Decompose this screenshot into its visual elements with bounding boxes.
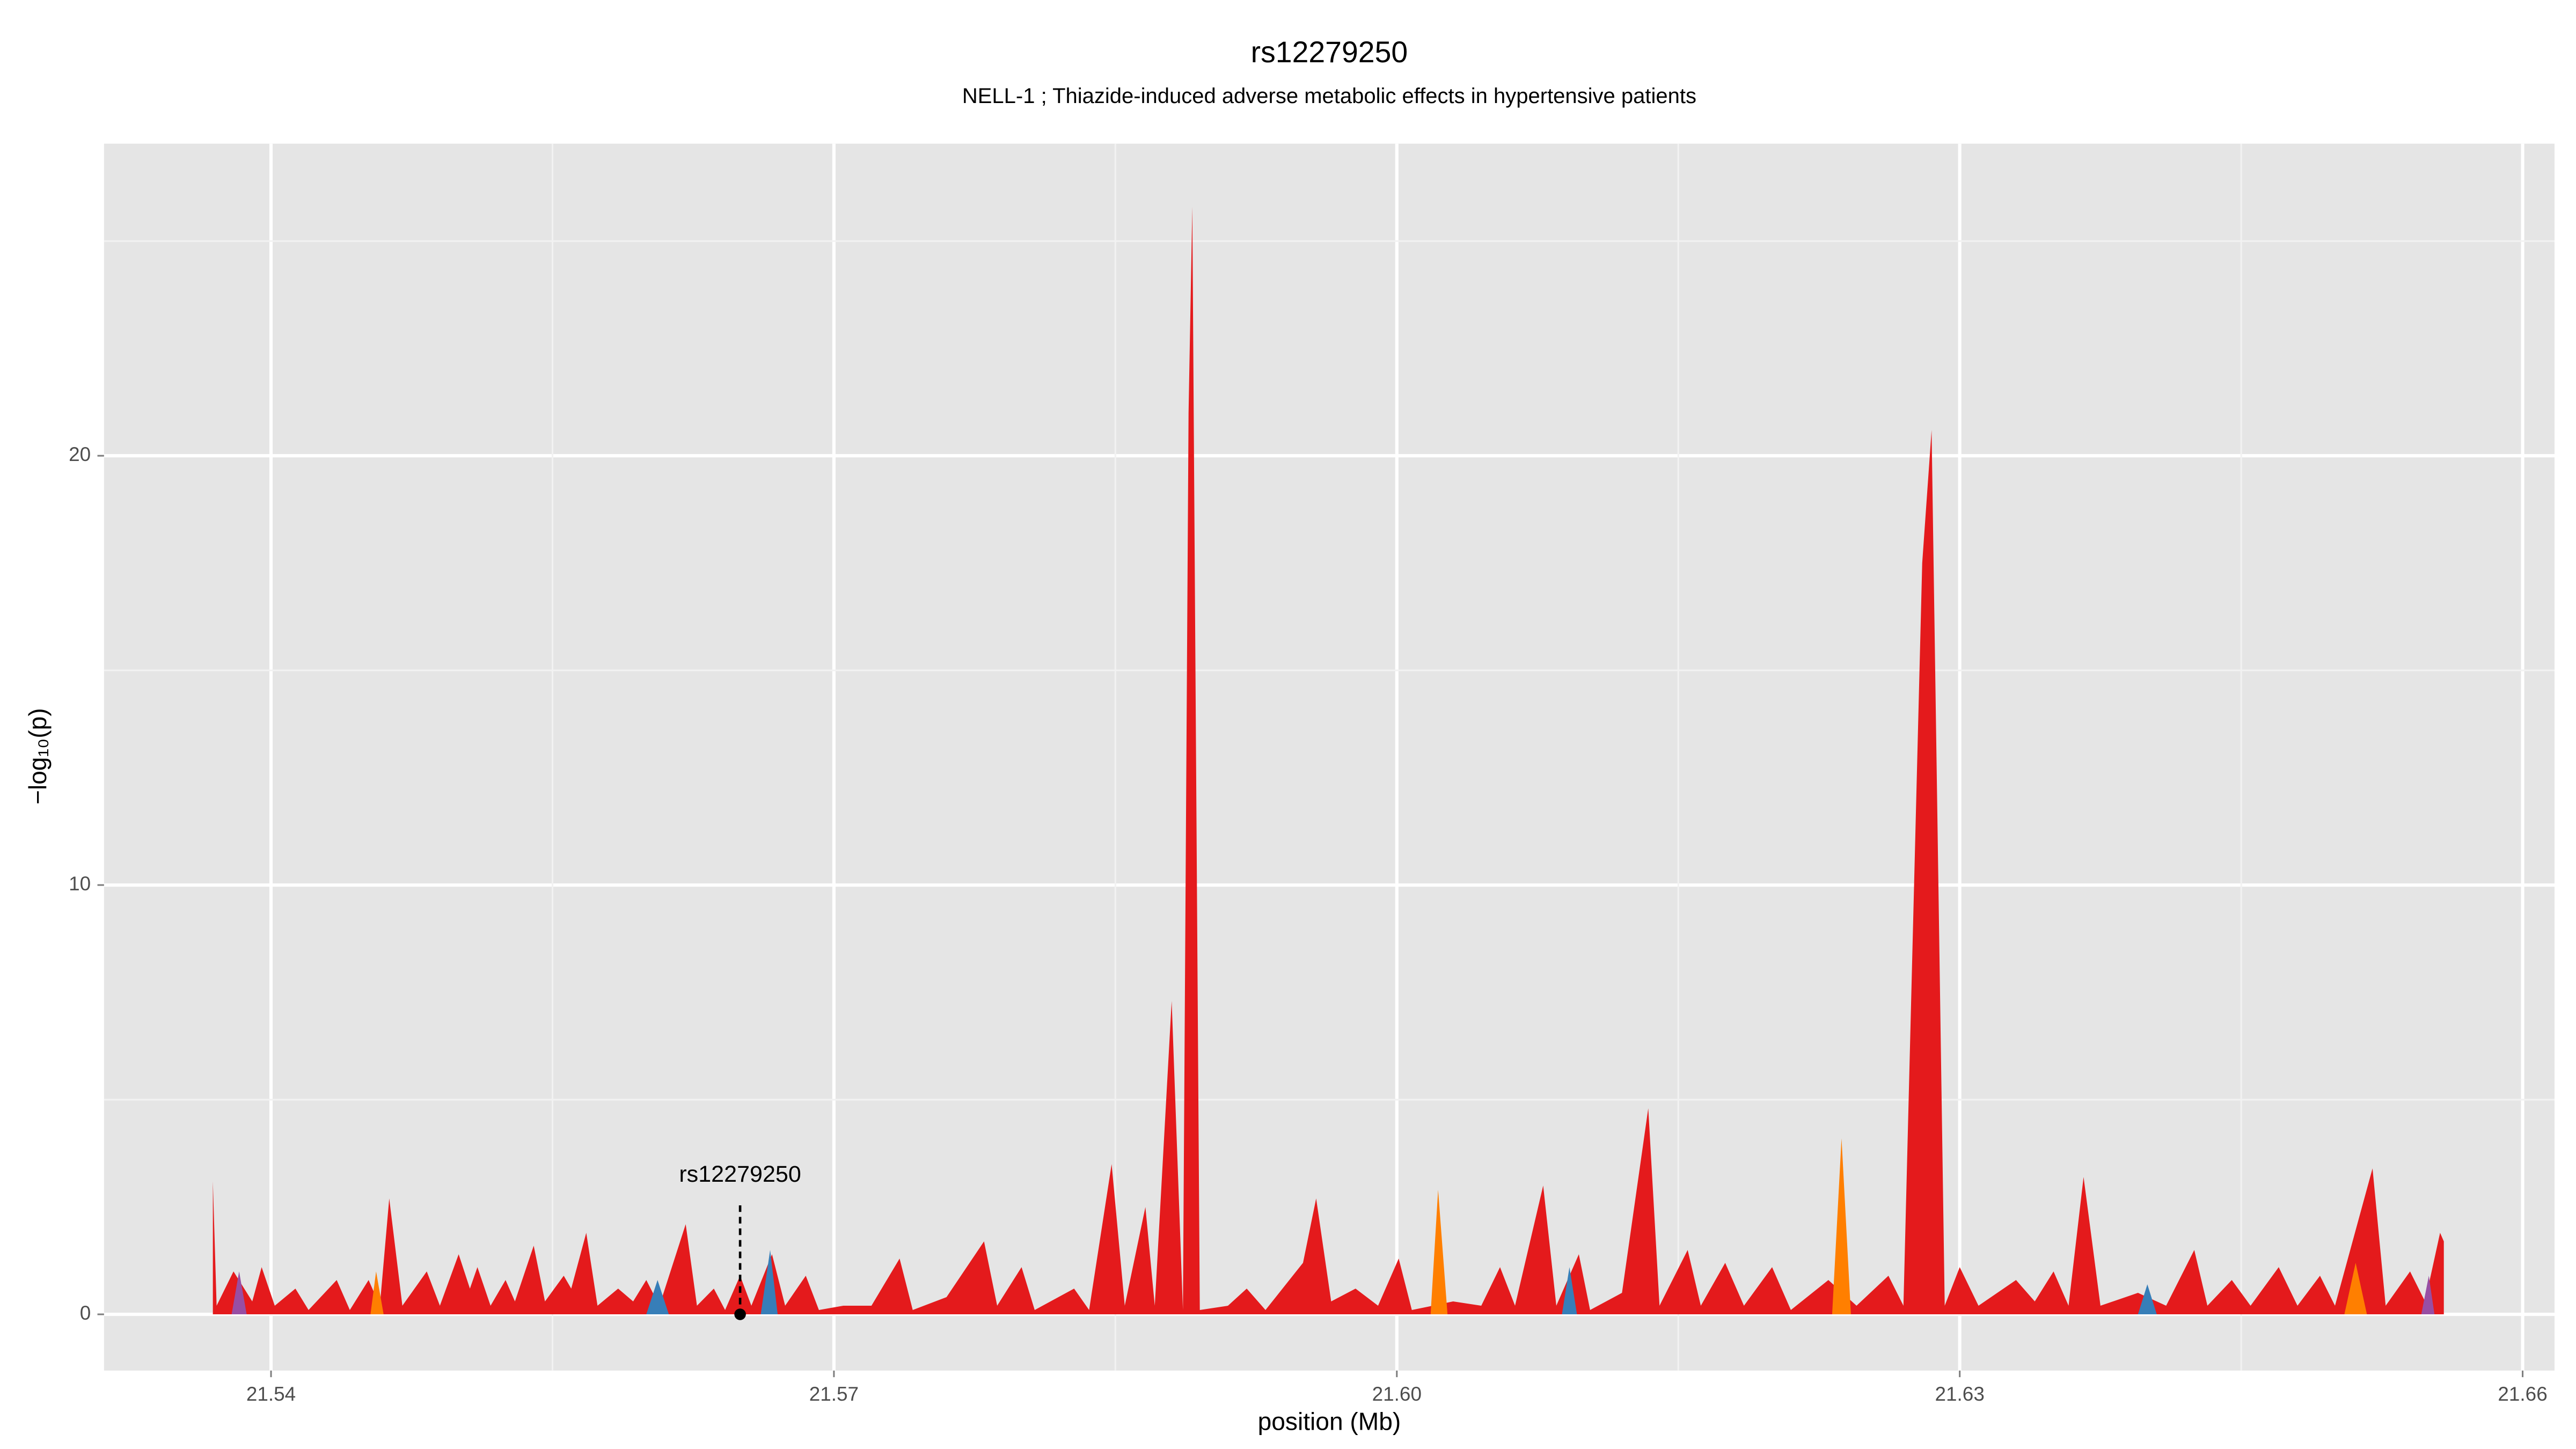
y-tick-label: 20 xyxy=(69,443,91,465)
chart-title: rs12279250 xyxy=(1251,35,1408,69)
marks: rs12279250 xyxy=(213,207,2444,1320)
plot-panel xyxy=(104,143,2555,1371)
x-axis-label: position (Mb) xyxy=(1258,1407,1401,1435)
x-tick-label: 21.66 xyxy=(2498,1383,2547,1405)
axes: 21.54 21.57 21.60 21.63 21.66 0 10 20 xyxy=(69,443,2548,1405)
chart-subtitle: NELL-1 ; Thiazide-induced adverse metabo… xyxy=(962,84,1696,108)
annotation-label: rs12279250 xyxy=(679,1161,801,1187)
y-axis-label: −log₁₀(p) xyxy=(24,708,52,804)
x-tick-label: 21.63 xyxy=(1935,1383,1984,1405)
annotation-point xyxy=(734,1308,746,1320)
grid xyxy=(104,143,2555,1371)
y-tick-label: 10 xyxy=(69,873,91,895)
x-tick-label: 21.54 xyxy=(246,1383,296,1405)
y-tick-label: 0 xyxy=(80,1302,91,1324)
x-tick-label: 21.57 xyxy=(809,1383,859,1405)
x-tick-label: 21.60 xyxy=(1372,1383,1422,1405)
